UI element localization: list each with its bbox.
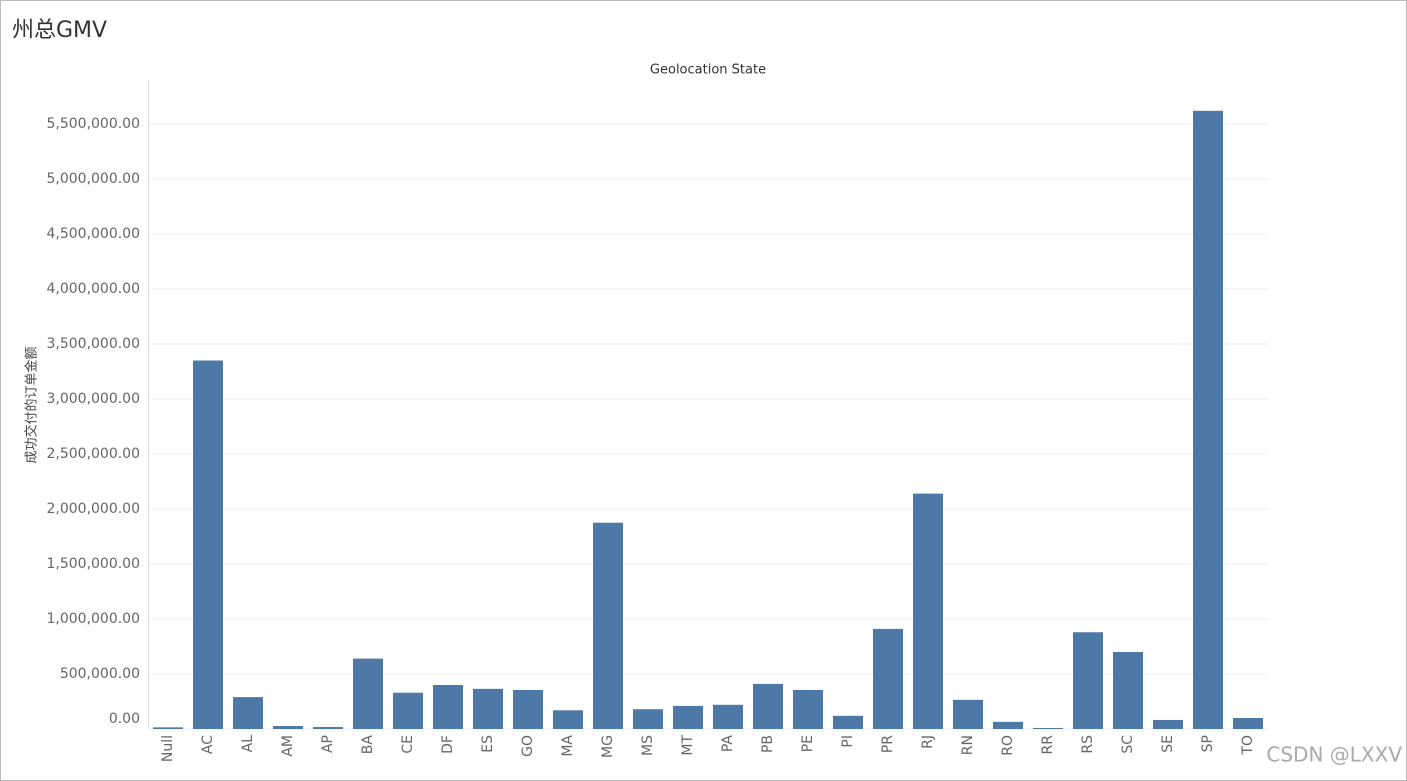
y-tick-label: 2,500,000.00 [46, 446, 140, 462]
x-tick-label: PE [800, 735, 816, 752]
bar [273, 726, 303, 729]
bar [433, 685, 463, 729]
y-tick-label: 5,000,000.00 [46, 171, 140, 187]
bar [233, 697, 263, 729]
bar [593, 522, 623, 729]
x-tick-label: MG [600, 735, 616, 758]
x-tick-label: AP [320, 735, 336, 753]
x-tick-label: AL [240, 735, 256, 753]
bar [793, 689, 823, 729]
chart-title: 州总GMV [12, 18, 107, 43]
bar [1033, 728, 1063, 730]
bar [153, 727, 183, 729]
x-tick-label: RS [1080, 735, 1096, 754]
bar [833, 715, 863, 729]
x-tick-label: RN [960, 735, 976, 755]
y-tick-label: 2,000,000.00 [46, 501, 140, 517]
bar [513, 689, 543, 729]
x-tick-label: TO [1240, 735, 1256, 756]
y-tick-label: 4,000,000.00 [46, 281, 140, 297]
x-tick-label: RJ [920, 735, 936, 749]
bar [913, 493, 943, 729]
y-tick-label: 5,500,000.00 [46, 116, 140, 132]
x-tick-label: GO [520, 735, 536, 757]
x-tick-label: Null [160, 735, 176, 762]
bar [673, 705, 703, 729]
y-tick-label: 3,500,000.00 [46, 336, 140, 352]
x-tick-label: SE [1160, 735, 1176, 753]
y-tick-label: 1,500,000.00 [46, 556, 140, 572]
bar [393, 692, 423, 729]
bar [953, 699, 983, 729]
x-tick-label: MS [640, 735, 656, 756]
bar [353, 658, 383, 729]
bar [753, 683, 783, 729]
x-tick-label: BA [360, 735, 376, 755]
bar [1193, 110, 1223, 730]
x-tick-label: PA [720, 735, 736, 753]
bar [713, 704, 743, 729]
x-tick-label: AC [200, 735, 216, 754]
x-tick-label: SC [1120, 735, 1136, 754]
x-tick-label: PB [760, 735, 776, 753]
bar [193, 360, 223, 729]
bar [873, 628, 903, 729]
bar [473, 688, 503, 729]
x-tick-label: CE [400, 735, 416, 754]
x-tick-label: DF [440, 735, 456, 754]
x-tick-label: RO [1000, 735, 1016, 756]
x-tick-label: MA [560, 735, 576, 757]
x-tick-label: MT [680, 735, 696, 756]
bar [993, 721, 1023, 729]
y-tick-label: 0.00 [109, 711, 140, 727]
x-tick-label: RR [1040, 735, 1056, 755]
bar [553, 710, 583, 729]
x-tick-label: PR [880, 735, 896, 753]
y-tick-label: 500,000.00 [60, 666, 140, 682]
bar [1073, 632, 1103, 729]
watermark: CSDN @LXXV [1266, 743, 1402, 767]
bar [633, 709, 663, 729]
y-tick-label: 3,000,000.00 [46, 391, 140, 407]
axis-header: Geolocation State [650, 63, 766, 78]
bar [1113, 652, 1143, 729]
y-axis-label: 成功交付的订单金额 [24, 346, 40, 463]
x-tick-label: ES [480, 735, 496, 753]
bar [313, 727, 343, 729]
y-tick-label: 4,500,000.00 [46, 226, 140, 242]
x-tick-label: AM [280, 735, 296, 757]
y-tick-label: 1,000,000.00 [46, 611, 140, 627]
bar [1233, 718, 1263, 729]
x-tick-label: PI [840, 735, 856, 748]
bar [1153, 719, 1183, 729]
x-tick-label: SP [1200, 735, 1216, 752]
